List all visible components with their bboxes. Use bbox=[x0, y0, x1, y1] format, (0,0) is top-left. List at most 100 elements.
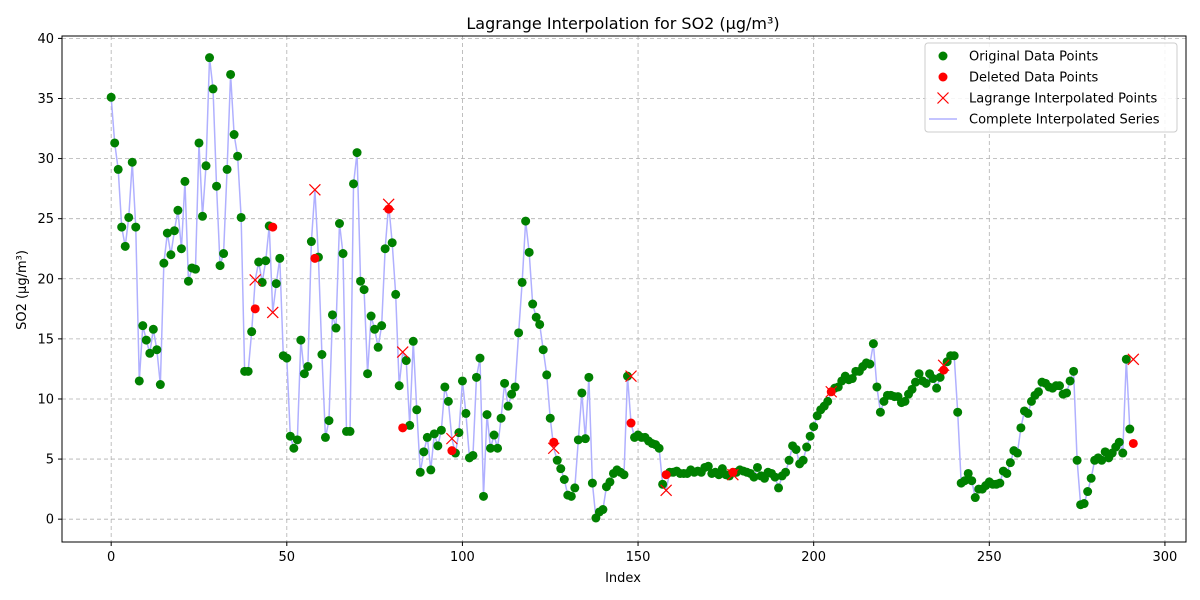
original-data-point bbox=[475, 353, 485, 363]
original-data-point bbox=[373, 342, 383, 352]
interpolated-point bbox=[445, 432, 458, 445]
original-data-point bbox=[113, 164, 123, 174]
original-data-point bbox=[545, 413, 555, 423]
interpolated-point bbox=[249, 274, 262, 286]
original-data-point bbox=[159, 258, 169, 268]
original-data-point bbox=[1033, 387, 1043, 397]
original-data-point bbox=[299, 369, 309, 379]
original-data-point bbox=[781, 467, 791, 477]
original-data-point bbox=[285, 431, 295, 441]
original-data-point bbox=[201, 161, 211, 171]
x-tick-label: 0 bbox=[107, 550, 115, 565]
original-data-point bbox=[443, 396, 453, 406]
y-tick-label: 40 bbox=[37, 32, 54, 47]
original-data-point bbox=[521, 216, 531, 226]
deleted-data-point bbox=[250, 304, 260, 314]
original-data-point bbox=[770, 472, 780, 482]
original-data-point bbox=[141, 335, 151, 345]
original-data-point bbox=[394, 381, 404, 391]
original-data-point bbox=[236, 212, 246, 222]
interpolated-point-stroke bbox=[396, 346, 409, 359]
original-data-point bbox=[823, 396, 833, 406]
original-data-point bbox=[261, 256, 271, 266]
original-data-point bbox=[127, 157, 137, 167]
legend-entry: Lagrange Interpolated Points bbox=[937, 92, 1157, 107]
original-data-point bbox=[117, 222, 127, 232]
legend-label: Deleted Data Points bbox=[969, 71, 1099, 86]
original-data-point bbox=[155, 380, 165, 390]
original-data-point bbox=[1062, 388, 1072, 398]
original-data-point bbox=[479, 491, 488, 501]
original-data-point bbox=[507, 389, 517, 399]
legend: Original Data Points Deleted Data Points L… bbox=[924, 42, 1178, 133]
original-data-point bbox=[243, 366, 253, 376]
original-data-point bbox=[317, 350, 327, 360]
interpolated-point bbox=[937, 359, 950, 372]
interpolated-point bbox=[396, 346, 409, 359]
original-data-point bbox=[345, 426, 355, 436]
deleted-data-point bbox=[626, 418, 636, 428]
original-data-point bbox=[963, 468, 973, 478]
original-data-point bbox=[222, 164, 232, 174]
interpolated-point-stroke bbox=[625, 370, 637, 383]
x-tick-label: 50 bbox=[279, 550, 296, 565]
interpolated-point bbox=[308, 183, 321, 196]
legend-label: Original Data Points bbox=[969, 50, 1098, 65]
original-data-point bbox=[412, 405, 422, 415]
interpolated-point bbox=[625, 370, 637, 383]
y-tick-label: 5 bbox=[46, 453, 54, 468]
original-data-point bbox=[928, 374, 938, 384]
original-data-point bbox=[953, 407, 963, 417]
original-data-point bbox=[219, 249, 229, 259]
original-data-point bbox=[538, 345, 548, 355]
original-data-point bbox=[1023, 408, 1033, 418]
original-data-point bbox=[784, 455, 794, 465]
original-data-point bbox=[531, 312, 541, 322]
original-data-point bbox=[138, 321, 148, 331]
original-data-point bbox=[422, 432, 432, 442]
original-data-point bbox=[482, 410, 492, 420]
deleted-data-point bbox=[384, 204, 394, 214]
original-data-point bbox=[605, 477, 615, 487]
chart-title: Lagrange Interpolation for SO2 (µg/m³) bbox=[466, 14, 779, 33]
original-data-point bbox=[875, 407, 885, 417]
original-data-point bbox=[489, 430, 499, 440]
y-tick-label: 15 bbox=[37, 332, 54, 347]
legend-marker bbox=[938, 72, 948, 82]
y-tick-label: 10 bbox=[37, 392, 54, 407]
deleted-data-point bbox=[728, 467, 738, 477]
original-data-point bbox=[584, 372, 594, 382]
original-data-point bbox=[254, 257, 264, 267]
original-data-point bbox=[380, 244, 390, 254]
original-data-point bbox=[791, 444, 801, 454]
interpolated-point-stroke bbox=[266, 306, 279, 319]
original-data-point bbox=[587, 478, 597, 488]
original-data-point bbox=[907, 384, 917, 394]
original-data-point bbox=[967, 476, 977, 486]
original-data-point bbox=[363, 369, 373, 379]
original-data-point bbox=[1055, 381, 1065, 391]
interpolated-point bbox=[266, 306, 279, 319]
original-data-point bbox=[921, 378, 931, 388]
y-tick-label: 0 bbox=[46, 513, 54, 528]
original-data-point bbox=[212, 181, 222, 191]
original-data-point bbox=[510, 382, 520, 392]
original-data-point bbox=[580, 434, 590, 444]
original-data-point bbox=[173, 205, 183, 215]
original-data-point bbox=[868, 339, 878, 349]
original-data-point bbox=[324, 416, 334, 426]
y-tick-label: 35 bbox=[37, 92, 54, 107]
original-data-point bbox=[454, 428, 464, 438]
y-axis-ticks: 0 5 10 15 20 25 30 35 40 bbox=[37, 32, 62, 528]
original-data-point bbox=[573, 435, 583, 445]
y-axis-label: SO2 (µg/m³) bbox=[15, 250, 30, 330]
original-data-point bbox=[1012, 448, 1022, 458]
original-data-point bbox=[233, 151, 243, 161]
original-data-point bbox=[970, 493, 980, 503]
original-data-point bbox=[528, 299, 538, 309]
x-tick-label: 200 bbox=[801, 550, 826, 565]
original-data-point bbox=[303, 362, 313, 372]
original-data-point bbox=[292, 435, 302, 445]
original-data-point bbox=[872, 382, 882, 392]
original-data-point bbox=[461, 408, 471, 418]
